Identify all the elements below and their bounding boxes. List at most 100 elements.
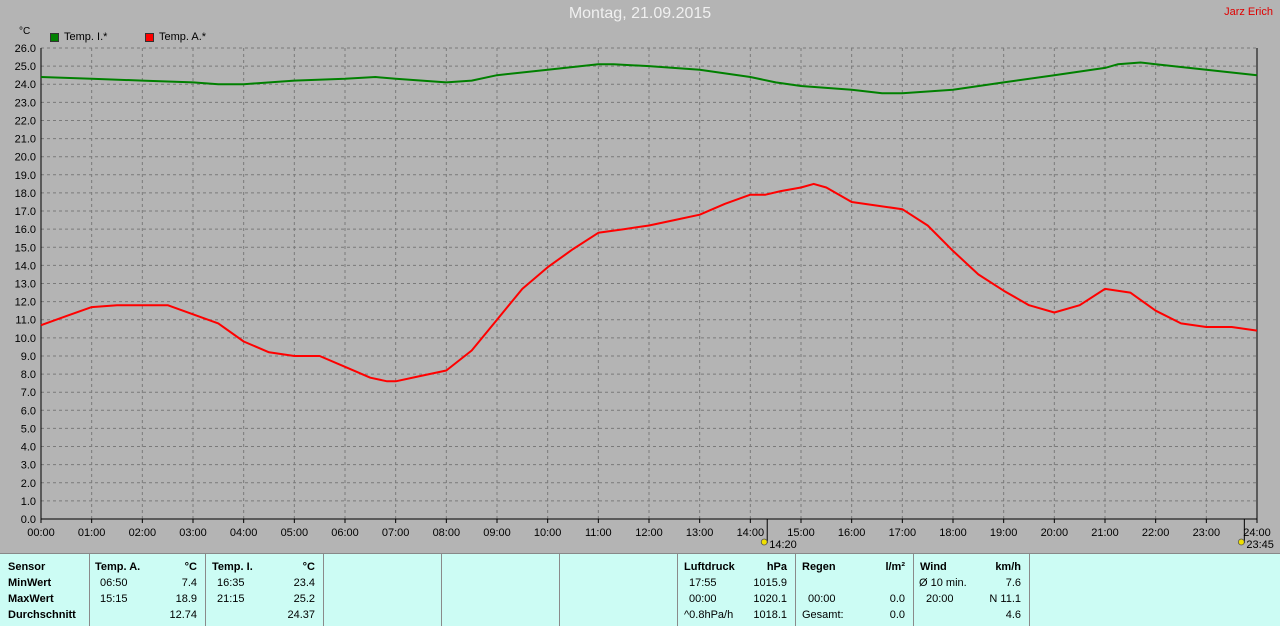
wind-row2-label: 20:00 xyxy=(926,593,954,605)
y-tick-label: 18.0 xyxy=(15,188,36,200)
pressure-row2-label: 00:00 xyxy=(689,593,717,605)
x-tick-label: 05:00 xyxy=(281,527,309,539)
temp-a-unit: °C xyxy=(184,561,197,573)
rain-row2-label: 00:00 xyxy=(808,593,836,605)
wind-row3-value: 4.6 xyxy=(1005,609,1021,621)
y-tick-label: 25.0 xyxy=(15,61,36,73)
y-tick-label: 9.0 xyxy=(21,351,36,363)
x-tick-label: 02:00 xyxy=(129,527,157,539)
stats-col-temp-a: Temp. A. °C 06:50 7.4 15:15 18.9 12.74 xyxy=(90,554,206,626)
y-tick-label: 3.0 xyxy=(21,460,36,472)
y-tick-label: 2.0 xyxy=(21,478,36,490)
temp-i-unit: °C xyxy=(302,561,315,573)
series-line-temp-a xyxy=(40,182,1258,383)
legend-label-temp-a: Temp. A.* xyxy=(159,31,207,43)
y-tick-label: 22.0 xyxy=(15,115,36,127)
stats-col-temp-i: Temp. I. °C 16:35 23.4 21:15 25.2 24.37 xyxy=(206,554,324,626)
y-tick-label: 5.0 xyxy=(21,423,36,435)
series-line-temp-i xyxy=(40,61,1258,95)
author-label: Jarz Erich xyxy=(1224,6,1273,18)
legend-label-temp-i: Temp. I.* xyxy=(64,31,108,43)
x-tick-label: 18:00 xyxy=(939,527,967,539)
y-tick-label: 14.0 xyxy=(15,260,36,272)
pressure-unit: hPa xyxy=(766,561,787,573)
rain-header: Regen xyxy=(802,561,836,573)
y-tick-label: 15.0 xyxy=(15,242,36,254)
x-tick-label: 17:00 xyxy=(889,527,917,539)
x-tick-label: 03:00 xyxy=(179,527,207,539)
wind-row1-value: 7.6 xyxy=(1005,577,1021,589)
x-tick-label: 13:00 xyxy=(686,527,714,539)
x-tick-label: 24:00 xyxy=(1243,527,1271,539)
y-tick-label: 4.0 xyxy=(21,442,36,454)
y-tick-label: 24.0 xyxy=(15,79,36,91)
pressure-row3-value: 1018.1 xyxy=(753,609,787,621)
x-tick-label: 06:00 xyxy=(331,527,359,539)
y-tick-label: 12.0 xyxy=(15,297,36,309)
y-tick-label: 23.0 xyxy=(15,97,36,109)
chart-area: 0.0 1.0 2.0 3.0 4.0 5.0 6.0 7.0 8.0 9.0 10.0 11.0 12… xyxy=(0,0,1280,553)
temperature-chart: 0.0 1.0 2.0 3.0 4.0 5.0 6.0 7.0 8.0 9.0 10.0 11.0 12… xyxy=(15,43,1274,551)
x-tick-label: 16:00 xyxy=(838,527,866,539)
y-tick-label: 17.0 xyxy=(15,206,36,218)
x-tick-label: 01:00 xyxy=(78,527,106,539)
x-tick-label: 23:00 xyxy=(1193,527,1221,539)
temp-a-avg-value: 12.74 xyxy=(169,609,197,621)
y-tick-label: 26.0 xyxy=(15,43,36,55)
pressure-header: Luftdruck xyxy=(684,561,735,573)
y-tick-label: 11.0 xyxy=(15,315,36,327)
stats-col-pressure: Luftdruck hPa 17:55 1015.9 00:00 1020.1 … xyxy=(678,554,796,626)
wind-header: Wind xyxy=(920,561,947,573)
rain-unit: l/m² xyxy=(885,561,905,573)
temp-i-max-time: 21:15 xyxy=(217,593,245,605)
x-tick-label: 19:00 xyxy=(990,527,1018,539)
temp-a-header: Temp. A. xyxy=(95,561,141,573)
sunset-marker-label: 23:45 xyxy=(1246,539,1274,551)
stats-col-empty-2 xyxy=(442,554,560,626)
rain-row3-value: 0.0 xyxy=(889,609,905,621)
wind-row1-label: Ø 10 min. xyxy=(919,577,967,589)
sensor-header: Sensor xyxy=(8,561,46,573)
y-tick-label: 8.0 xyxy=(21,369,36,381)
stats-col-empty-4 xyxy=(1030,554,1280,626)
chart-title: Montag, 21.09.2015 xyxy=(568,5,712,22)
stats-panel: Sensor MinWert MaxWert Durchschnitt Temp… xyxy=(0,553,1280,626)
rain-row3-label: Gesamt: xyxy=(802,609,844,621)
y-tick-label: 6.0 xyxy=(21,405,36,417)
pressure-row1-label: 17:55 xyxy=(689,577,717,589)
x-tick-label: 15:00 xyxy=(787,527,815,539)
stats-col-empty-3 xyxy=(560,554,678,626)
wind-unit: km/h xyxy=(995,561,1021,573)
stats-col-rain: Regen l/m² 0.0 00:00 Gesamt: 0.0 xyxy=(796,554,914,626)
stats-col-empty-1 xyxy=(324,554,442,626)
x-tick-label: 10:00 xyxy=(534,527,562,539)
temp-i-header: Temp. I. xyxy=(212,561,253,573)
temp-a-min-time: 06:50 xyxy=(100,577,128,589)
pressure-row2-value: 1020.1 xyxy=(753,593,787,605)
legend-swatch-temp-i xyxy=(50,32,59,42)
temp-a-min-value: 7.4 xyxy=(181,577,197,589)
y-tick-label: 0.0 xyxy=(21,514,36,526)
x-tick-label: 22:00 xyxy=(1142,527,1170,539)
legend-swatch-temp-a xyxy=(145,32,154,42)
x-tick-label: 08:00 xyxy=(433,527,461,539)
x-tick-label: 11:00 xyxy=(585,527,612,539)
row-label-avg: Durchschnitt xyxy=(8,609,76,621)
stats-col-sensor: Sensor MinWert MaxWert Durchschnitt xyxy=(0,554,90,626)
x-tick-label: 12:00 xyxy=(635,527,663,539)
y-tick-label: 10.0 xyxy=(15,333,36,345)
x-tick-label: 14:00 xyxy=(737,527,765,539)
temp-i-max-value: 25.2 xyxy=(293,593,315,605)
rain-row1-value: 0.0 xyxy=(889,593,905,605)
row-label-min: MinWert xyxy=(8,577,52,589)
y-tick-label: 13.0 xyxy=(15,279,36,291)
temp-i-avg-value: 24.37 xyxy=(287,609,315,621)
x-tick-label: 00:00 xyxy=(27,527,55,539)
row-label-max: MaxWert xyxy=(8,593,54,605)
x-tick-label: 04:00 xyxy=(230,527,258,539)
stats-col-wind: Wind km/h Ø 10 min. 7.6 20:00 N 11.1 4.6 xyxy=(914,554,1030,626)
y-unit-label: °C xyxy=(19,26,31,37)
x-tick-label: 07:00 xyxy=(382,527,410,539)
temp-i-min-time: 16:35 xyxy=(217,577,245,589)
sunrise-marker-label: 14:20 xyxy=(769,539,797,551)
